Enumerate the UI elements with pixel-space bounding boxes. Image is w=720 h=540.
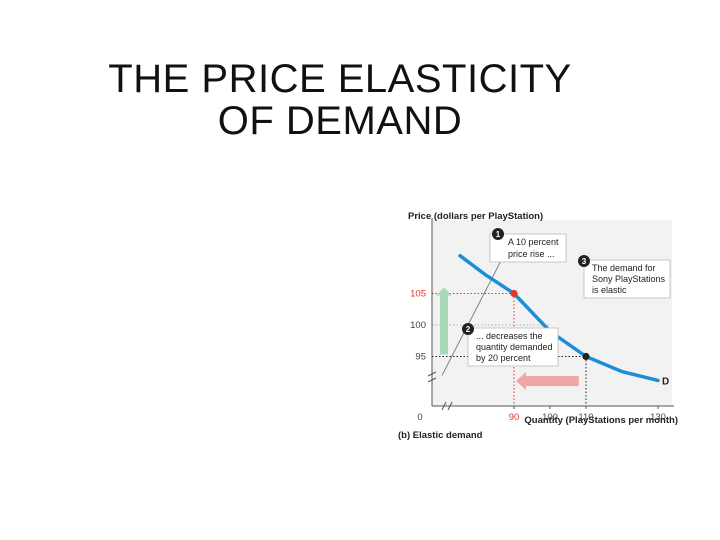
highlight-point-1 xyxy=(510,289,518,298)
annotation-2-box xyxy=(467,327,559,367)
x-axis-label: Quantity (PlayStations per month) xyxy=(524,415,678,426)
annotation-3-badge xyxy=(578,255,590,267)
annotation-3: 3 The demand for Sony PlayStations is el… xyxy=(578,255,671,299)
x-tick-label-90: 90 xyxy=(509,412,520,423)
annotation-2-line-3: by 20 percent xyxy=(476,353,531,363)
slide-title-line-2: OF DEMAND xyxy=(217,99,463,143)
annotation-1-number: 1 xyxy=(496,230,501,239)
annotation-1: 1 A 10 percent price rise ... xyxy=(489,228,567,263)
points-layer xyxy=(510,289,590,361)
annotation-3-box xyxy=(583,259,671,299)
y-axis-break-mark xyxy=(427,371,437,383)
annotation-1-box xyxy=(489,233,567,263)
labels-layer: Price (dollars per PlayStation) Quantity… xyxy=(398,211,678,441)
annotation-2: 2 ... decreases the quantity demanded by… xyxy=(462,323,559,367)
annotation-3-line-2: Sony PlayStations xyxy=(592,274,666,284)
annotation-2-line-1: ... decreases the xyxy=(476,331,543,341)
slide-title: THE PRICE ELASTICITY OF DEMAND xyxy=(40,58,640,142)
y-tick-label-105: 105 xyxy=(410,289,426,300)
slide-title-line-1: THE PRICE ELASTICITY xyxy=(108,57,572,101)
demand-curve-label: D xyxy=(662,376,669,387)
quantity-decrease-arrow xyxy=(516,372,579,390)
y-tick-label-95: 95 xyxy=(415,352,426,363)
chart-caption: (b) Elastic demand xyxy=(398,430,483,441)
annotation-3-line-3: is elastic xyxy=(592,285,627,295)
highlight-point-2 xyxy=(582,352,590,361)
x-tick-label-0: 0 xyxy=(417,412,422,423)
arrows-layer xyxy=(436,287,579,390)
x-tick-label-130: 130 xyxy=(650,412,666,423)
annotation-2-badge xyxy=(462,323,474,335)
price-increase-arrow xyxy=(436,287,452,355)
annotation-1-line-1: A 10 percent xyxy=(508,237,559,247)
annotation-1-line-2: price rise ... xyxy=(508,249,555,259)
x-tick-label-110: 110 xyxy=(578,412,593,423)
annotation-3-number: 3 xyxy=(582,257,587,266)
y-axis-label: Price (dollars per PlayStation) xyxy=(408,211,543,222)
elastic-demand-chart: 1 A 10 percent price rise ... 2 ... decr… xyxy=(398,211,678,441)
axes-layer xyxy=(427,218,674,411)
annotation-3-line-1: The demand for xyxy=(592,263,656,273)
annotation-1-badge xyxy=(492,228,504,240)
y-tick-label-100: 100 xyxy=(410,320,426,331)
annotation-2-number: 2 xyxy=(466,325,471,334)
x-tick-label-100: 100 xyxy=(542,412,558,423)
x-axis-break-mark xyxy=(441,401,453,411)
annotations-layer: 1 A 10 percent price rise ... 2 ... decr… xyxy=(462,228,671,367)
annotation-2-line-2: quantity demanded xyxy=(476,342,553,352)
tangent-line xyxy=(441,249,508,376)
